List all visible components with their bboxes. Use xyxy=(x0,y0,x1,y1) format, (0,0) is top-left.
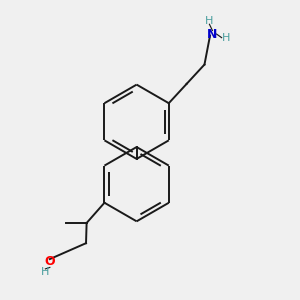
Text: H: H xyxy=(222,33,230,43)
Text: H: H xyxy=(205,16,214,26)
Text: O: O xyxy=(44,255,55,268)
Text: H: H xyxy=(41,268,50,278)
Text: N: N xyxy=(207,28,218,40)
